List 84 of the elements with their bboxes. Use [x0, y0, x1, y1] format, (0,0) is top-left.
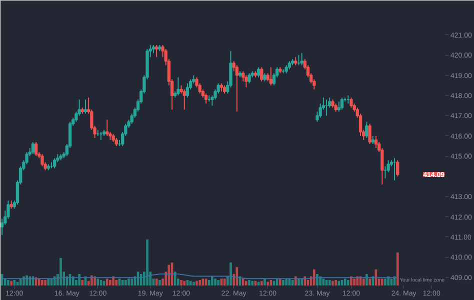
bar — [128, 278, 130, 286]
candlestick — [31, 141, 35, 155]
bar — [180, 280, 182, 286]
candlestick — [256, 66, 260, 78]
bar — [183, 280, 186, 286]
bar — [196, 280, 198, 286]
bar — [124, 280, 127, 286]
bar — [248, 280, 250, 286]
bar — [130, 278, 133, 286]
bar — [298, 278, 300, 286]
candlestick — [337, 101, 340, 112]
bar — [313, 269, 316, 286]
bar — [396, 252, 399, 286]
bar — [60, 258, 62, 286]
bar — [384, 278, 386, 286]
bar — [230, 262, 232, 286]
bar — [316, 274, 318, 286]
candlestick — [182, 88, 186, 110]
candlestick — [176, 76, 180, 96]
bar — [174, 272, 176, 286]
candlestick — [244, 74, 248, 88]
bar — [158, 280, 161, 286]
bar — [353, 278, 356, 286]
bar — [270, 280, 272, 286]
bar — [44, 280, 46, 286]
bar — [279, 278, 282, 286]
candlestick — [204, 92, 208, 104]
bar — [236, 267, 238, 286]
bar — [146, 240, 148, 286]
bar — [13, 280, 16, 286]
candlestick — [260, 66, 264, 82]
bar — [90, 275, 93, 286]
candlestick — [248, 72, 251, 84]
bar — [47, 278, 50, 286]
bar — [264, 278, 266, 286]
bar — [81, 280, 84, 286]
bar — [285, 278, 288, 286]
bar — [41, 280, 44, 286]
bar — [214, 278, 216, 286]
candlestick — [154, 44, 158, 58]
bar — [328, 280, 331, 286]
candlestick — [368, 123, 372, 145]
candlestick — [396, 160, 400, 177]
bar — [366, 274, 368, 286]
bar — [300, 278, 303, 286]
bar — [245, 280, 248, 286]
bar — [208, 280, 210, 286]
bar — [260, 280, 263, 286]
bar — [217, 280, 220, 286]
bar — [115, 280, 118, 286]
bar — [251, 280, 254, 286]
candlestick — [300, 52, 304, 66]
bar — [109, 280, 112, 286]
candlestick — [365, 121, 368, 138]
candlestick — [186, 82, 190, 98]
candlestick — [40, 154, 44, 167]
candlestick — [53, 158, 56, 169]
bar — [96, 278, 100, 286]
bar — [334, 280, 337, 286]
bar — [380, 278, 384, 286]
bar — [338, 280, 340, 286]
bar — [346, 280, 350, 286]
bar — [332, 280, 334, 286]
bar — [282, 280, 284, 286]
candlestick — [350, 97, 353, 108]
bar — [198, 280, 201, 286]
bar — [192, 282, 195, 286]
bar — [266, 282, 269, 286]
bar — [38, 278, 40, 286]
candlestick — [106, 119, 109, 136]
candlestick — [269, 66, 272, 86]
bar — [362, 278, 365, 286]
candlestick — [84, 99, 88, 114]
candlestick — [374, 135, 378, 149]
bar — [106, 278, 108, 286]
bar — [211, 276, 214, 286]
candlestick — [34, 141, 38, 157]
bar — [140, 274, 142, 286]
bar — [368, 278, 371, 286]
bar — [78, 274, 80, 286]
bar — [7, 280, 10, 286]
candlestick — [340, 97, 344, 110]
candlestick — [235, 64, 238, 112]
bar — [10, 280, 12, 286]
